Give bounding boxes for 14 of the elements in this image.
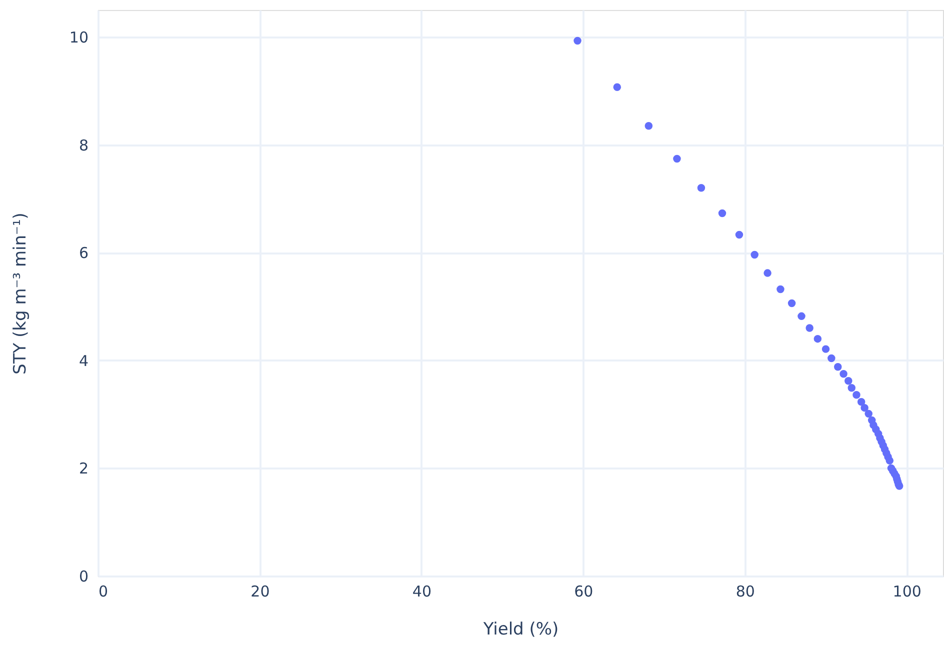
y-tick-label: 0 xyxy=(78,568,88,586)
x-tick-label: 40 xyxy=(412,582,432,600)
x-tick-label: 80 xyxy=(736,582,755,600)
y-tick-label: 8 xyxy=(78,136,88,154)
x-tick-label: 100 xyxy=(892,582,922,600)
x-axis-title: Yield (%) xyxy=(482,620,559,640)
y-tick-label: 4 xyxy=(78,352,88,370)
y-tick-label: 6 xyxy=(78,244,88,262)
y-tick-label: 2 xyxy=(78,460,88,478)
x-tick-label: 0 xyxy=(98,582,108,600)
y-tick-label: 10 xyxy=(69,28,88,46)
x-tick-label: 20 xyxy=(250,582,270,600)
y-axis-title: STY (kg m⁻³ min⁻¹) xyxy=(10,212,30,374)
x-tick-label: 60 xyxy=(574,582,594,600)
